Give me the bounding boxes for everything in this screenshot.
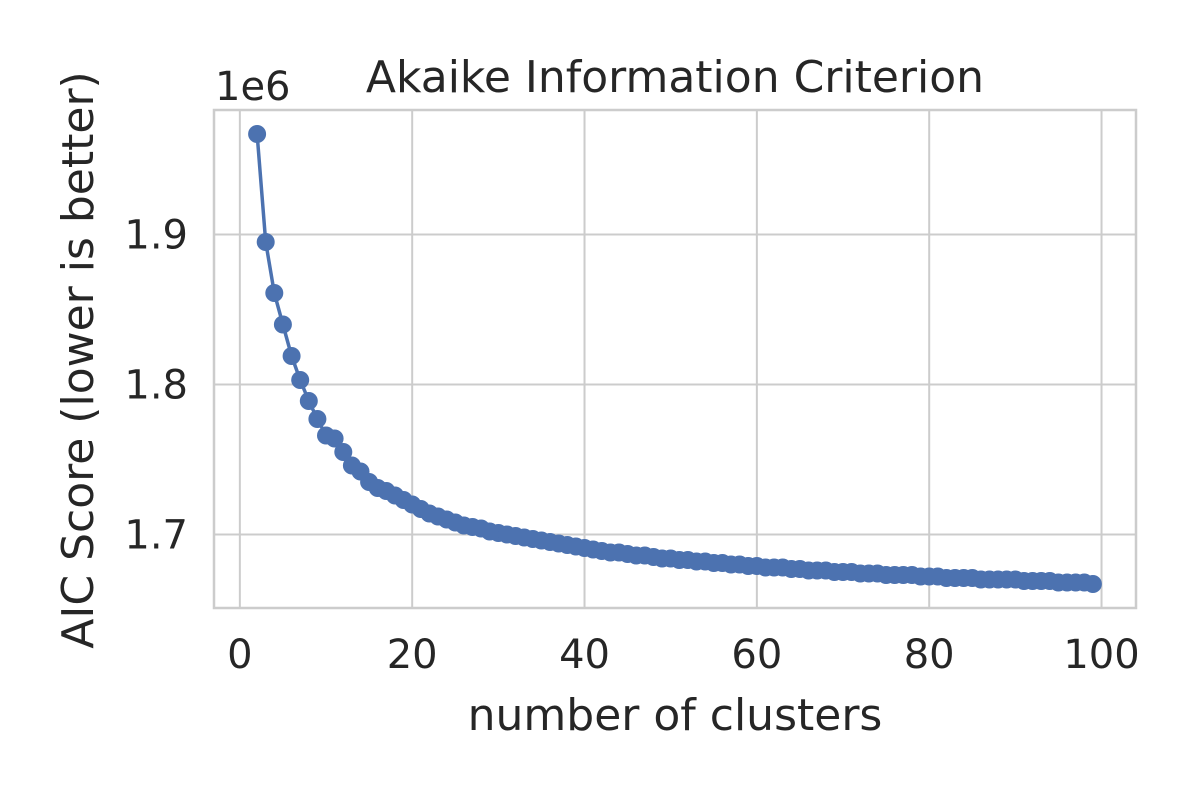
data-point [299, 392, 318, 410]
x-tick-label: 20 [387, 632, 438, 678]
data-point [265, 284, 284, 302]
x-tick-label: 40 [559, 632, 610, 678]
y-axis-label: AIC Score (lower is better) [53, 71, 104, 648]
plot-frame [212, 108, 1138, 610]
data-point [248, 125, 267, 143]
y-tick-labels: 1.7 1.8 1.9 [124, 213, 188, 559]
grid [214, 110, 1136, 608]
x-tick-labels: 0 20 40 60 80 100 [227, 632, 1140, 678]
x-axis-label: number of clusters [468, 690, 883, 741]
data-point [325, 429, 344, 448]
data-point [1083, 575, 1102, 593]
x-tick-label: 80 [904, 632, 955, 678]
x-tick-label: 60 [731, 632, 782, 678]
y-tick-label: 1.8 [124, 363, 188, 409]
data-point [291, 371, 310, 389]
y-offset-label: 1e6 [215, 64, 291, 110]
x-tick-label: 100 [1063, 632, 1139, 678]
chart-title: Akaike Information Criterion [366, 52, 984, 103]
data-point [308, 410, 327, 428]
data-point [334, 443, 353, 461]
x-tick-label: 0 [227, 632, 252, 678]
data-point [273, 315, 292, 334]
data-point [256, 233, 275, 251]
y-tick-label: 1.7 [124, 513, 188, 559]
data-point [282, 347, 301, 365]
series-group [248, 125, 1102, 593]
y-tick-label: 1.9 [124, 213, 188, 259]
